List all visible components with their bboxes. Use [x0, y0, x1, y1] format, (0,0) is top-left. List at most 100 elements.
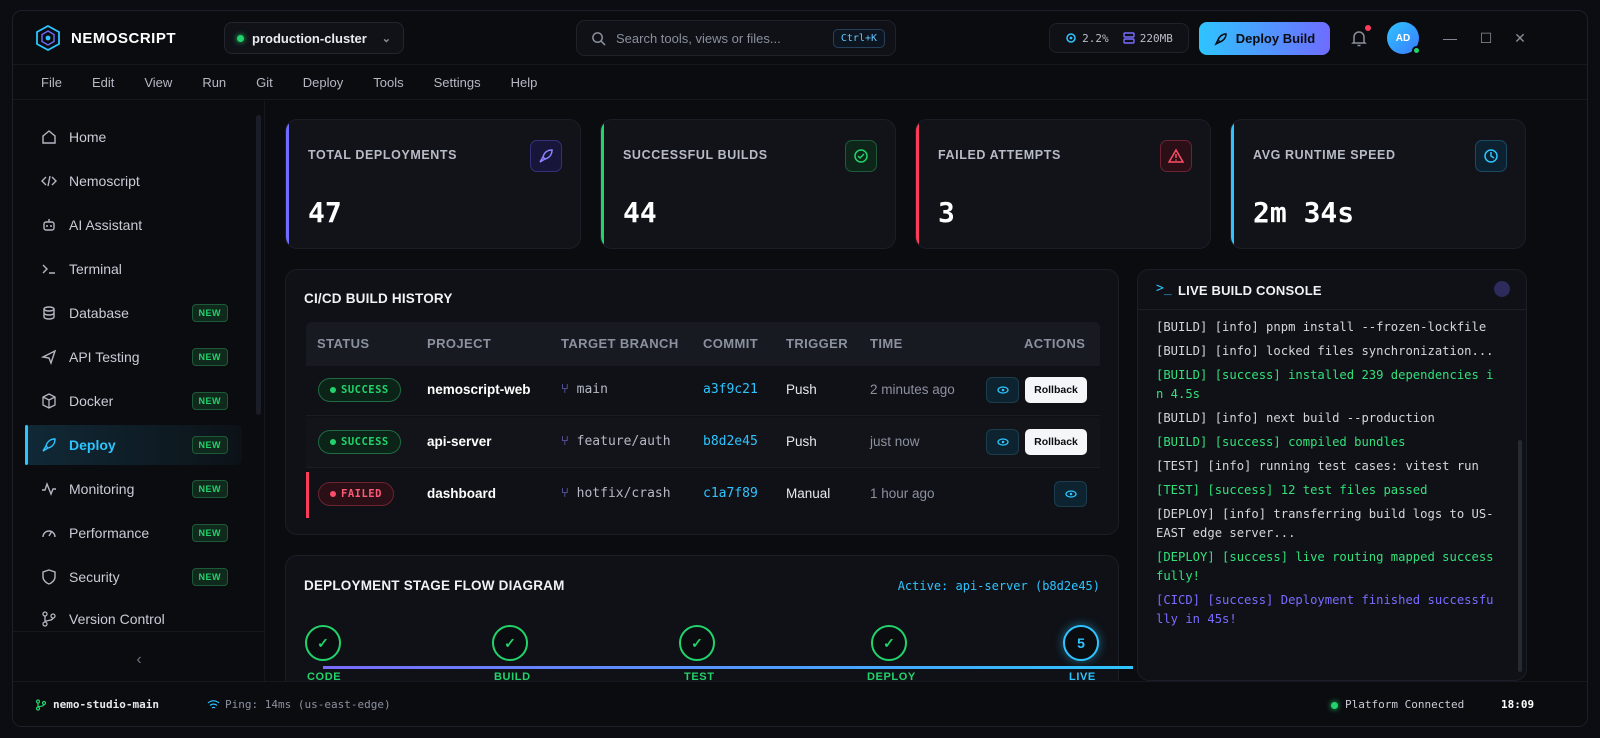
branch-icon: ⑂: [561, 486, 577, 501]
stage-label: BUILD: [494, 671, 531, 683]
menu-deploy[interactable]: Deploy: [302, 75, 344, 90]
card-accent: [601, 120, 604, 248]
sidebar-item-label: Version Control: [69, 611, 165, 627]
eye-icon: [996, 438, 1009, 446]
branch-name: ⑂ main: [561, 382, 608, 397]
table-row[interactable]: SUCCESS api-server ⑂ feature/auth b8d2e4…: [306, 418, 1100, 468]
menu-file[interactable]: File: [41, 75, 62, 90]
new-badge: NEW: [191, 304, 228, 322]
sidebar-item-deploy[interactable]: Deploy NEW: [25, 425, 242, 465]
stage-build[interactable]: ✓: [492, 625, 528, 661]
stage-live[interactable]: 5: [1063, 625, 1099, 661]
card-value: 44: [623, 196, 657, 229]
menu-settings[interactable]: Settings: [433, 75, 481, 90]
trigger: Push: [786, 434, 817, 449]
view-build-button[interactable]: [1054, 481, 1087, 507]
column-header: TARGET BRANCH: [561, 336, 679, 351]
sidebar-item-security[interactable]: Security NEW: [25, 557, 242, 597]
bell-icon[interactable]: [1349, 28, 1369, 48]
build-history-panel: CI/CD BUILD HISTORY STATUS PROJECT TARGE…: [285, 269, 1119, 535]
sidebar-item-api-testing[interactable]: API Testing NEW: [25, 337, 242, 377]
sidebar-item-database[interactable]: Database NEW: [25, 293, 242, 333]
status-dot: [330, 387, 336, 393]
branch-icon: [35, 699, 47, 711]
table-row[interactable]: SUCCESS nemoscript-web ⑂ main a3f9c21 Pu…: [306, 366, 1100, 416]
commit-hash[interactable]: c1a7f89: [703, 486, 758, 501]
menu-view[interactable]: View: [144, 75, 173, 90]
deploy-build-button[interactable]: Deploy Build: [1199, 22, 1330, 55]
sidebar-item-label: Terminal: [69, 261, 122, 277]
current-branch[interactable]: nemo-studio-main: [53, 698, 159, 711]
search-bar[interactable]: Search tools, views or files... Ctrl+K: [576, 20, 896, 56]
status-text: FAILED: [341, 488, 382, 500]
close-icon[interactable]: ✕: [1514, 30, 1526, 46]
console-header: >_ LIVE BUILD CONSOLE: [1138, 270, 1526, 310]
shield-icon: [42, 569, 56, 585]
menu-help[interactable]: Help: [510, 75, 538, 90]
maximize-icon[interactable]: ☐: [1479, 30, 1493, 46]
sidebar-item-label: AI Assistant: [69, 217, 143, 233]
menu-run[interactable]: Run: [202, 75, 227, 90]
stat-card-avg-runtime: AVG RUNTIME SPEED 2m 34s: [1230, 119, 1526, 249]
cluster-selector[interactable]: production-cluster ⌄: [224, 22, 404, 54]
branch-name: ⑂ feature/auth: [561, 434, 671, 449]
warning-icon: [1160, 140, 1192, 172]
status-dot: [330, 439, 336, 445]
terminal-icon: [42, 264, 55, 274]
stage-deploy[interactable]: ✓: [871, 625, 907, 661]
stage-test[interactable]: ✓: [679, 625, 715, 661]
search-icon: [592, 31, 606, 46]
menu-git[interactable]: Git: [256, 75, 273, 90]
view-build-button[interactable]: [986, 377, 1019, 403]
title-bar: NEMOSCRIPT production-cluster ⌄ Search t…: [13, 11, 1587, 65]
sidebar-item-label: Docker: [69, 393, 114, 409]
minimize-icon[interactable]: —: [1443, 30, 1457, 46]
console-line: [DEPLOY] [success] live routing mapped s…: [1156, 550, 1494, 583]
avatar[interactable]: AD: [1387, 22, 1419, 54]
column-header: TIME: [870, 336, 903, 351]
status-text: SUCCESS: [341, 436, 389, 448]
view-build-button[interactable]: [986, 429, 1019, 455]
branch-icon: [42, 611, 56, 627]
app-logo[interactable]: NEMOSCRIPT: [35, 25, 176, 51]
send-icon: [41, 349, 57, 365]
sidebar-item-nemoscript[interactable]: Nemoscript: [25, 161, 242, 201]
branch-text: main: [576, 382, 608, 397]
commit-hash[interactable]: b8d2e45: [703, 434, 758, 449]
sidebar-item-monitoring[interactable]: Monitoring NEW: [25, 469, 242, 509]
sidebar-item-docker[interactable]: Docker NEW: [25, 381, 242, 421]
status-text: SUCCESS: [341, 384, 389, 396]
column-header: COMMIT: [703, 336, 759, 351]
commit-hash[interactable]: a3f9c21: [703, 382, 758, 397]
card-value: 2m 34s: [1253, 196, 1355, 229]
check-circle-icon: [845, 140, 877, 172]
stat-card-failed-attempts: FAILED ATTEMPTS 3: [915, 119, 1211, 249]
console-line: [BUILD] [success] compiled bundles: [1156, 435, 1406, 449]
branch-icon: ⑂: [561, 382, 577, 397]
chevron-left-icon: ‹: [136, 650, 142, 668]
sidebar-item-terminal[interactable]: Terminal: [25, 249, 242, 289]
clock-icon: [1475, 140, 1507, 172]
gauge-icon: [42, 530, 56, 538]
console-scrollbar[interactable]: [1518, 440, 1522, 672]
sidebar-item-performance[interactable]: Performance NEW: [25, 513, 242, 553]
sidebar-item-version-control[interactable]: Version Control: [25, 601, 242, 627]
rollback-button[interactable]: Rollback: [1025, 429, 1087, 455]
stat-card-total-deployments: TOTAL DEPLOYMENTS 47: [285, 119, 581, 249]
sidebar-scrollbar[interactable]: [256, 115, 261, 415]
sidebar-item-label: Deploy: [69, 437, 116, 453]
sidebar-item-ai-assistant[interactable]: AI Assistant: [25, 205, 242, 245]
stage-code[interactable]: ✓: [305, 625, 341, 661]
collapse-sidebar-button[interactable]: ‹: [13, 631, 264, 681]
menu-tools[interactable]: Tools: [373, 75, 404, 90]
status-badge: SUCCESS: [318, 378, 401, 402]
activity-icon: [42, 481, 56, 496]
rollback-button[interactable]: Rollback: [1025, 377, 1087, 403]
menu-edit[interactable]: Edit: [91, 75, 115, 90]
table-header: STATUS PROJECT TARGET BRANCH COMMIT TRIG…: [306, 322, 1100, 366]
new-badge: NEW: [191, 524, 228, 542]
column-header: STATUS: [317, 336, 370, 351]
sidebar-item-label: Security: [69, 569, 120, 585]
sidebar-item-home[interactable]: Home: [25, 117, 242, 157]
table-row[interactable]: FAILED dashboard ⑂ hotfix/crash c1a7f89 …: [306, 470, 1100, 520]
